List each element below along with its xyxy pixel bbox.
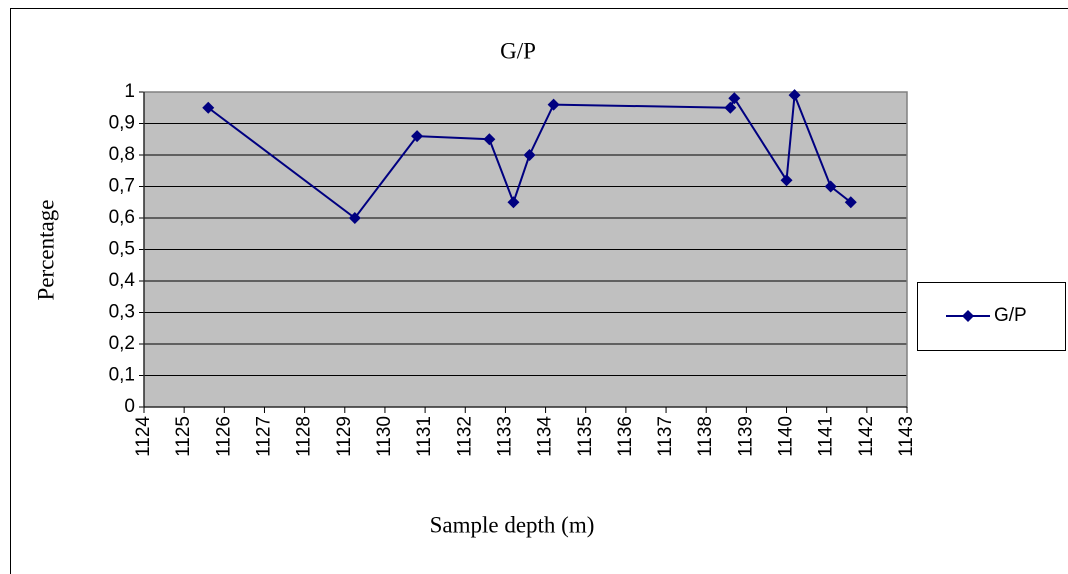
data-point [788, 89, 801, 102]
x-tick-label: 1138 [695, 416, 716, 457]
y-tick-label: 0,3 [109, 302, 135, 323]
y-tick-label: 0,2 [109, 333, 135, 354]
legend-box [917, 282, 1066, 351]
data-point [780, 174, 793, 187]
data-point [507, 196, 520, 209]
x-tick-label: 1136 [615, 416, 636, 457]
y-tick-label: 0,6 [109, 207, 135, 228]
legend-marker [962, 310, 974, 322]
data-point [724, 101, 737, 114]
y-tick-label: 0,5 [109, 239, 135, 260]
x-tick-label: 1139 [735, 416, 756, 457]
chart-title: G/P [500, 38, 536, 63]
data-point [483, 133, 496, 146]
x-tick-label: 1129 [334, 416, 355, 457]
x-tick-label: 1135 [575, 416, 596, 457]
x-tick-label: 1124 [133, 416, 154, 457]
data-point [348, 212, 361, 224]
x-axis-title: Sample depth (m) [430, 512, 595, 537]
x-tick-label: 1125 [173, 416, 194, 457]
y-tick-label: 0,7 [109, 176, 135, 197]
y-tick-label: 0,1 [109, 365, 135, 386]
x-tick-label: 1140 [776, 416, 797, 457]
x-tick-label: 1133 [494, 416, 515, 457]
x-tick-label: 1132 [454, 416, 475, 457]
x-tick-label: 1143 [896, 416, 917, 457]
x-tick-label: 1142 [856, 416, 877, 457]
x-tick-label: 1126 [213, 416, 234, 457]
x-tick-label: 1130 [374, 416, 395, 457]
data-point [844, 196, 857, 209]
y-tick-label: 0,9 [109, 113, 135, 134]
data-point [523, 149, 536, 161]
x-tick-label: 1131 [414, 416, 435, 457]
y-axis-title: Percentage [33, 200, 58, 301]
y-tick-label: 1 [124, 81, 135, 102]
x-tick-label: 1137 [655, 416, 676, 457]
data-point [728, 92, 741, 105]
data-point [202, 101, 215, 114]
data-point [824, 180, 837, 193]
y-tick-label: 0 [124, 396, 135, 417]
data-point [547, 98, 560, 111]
x-tick-label: 1128 [294, 416, 315, 457]
y-tick-label: 0,4 [109, 270, 136, 291]
x-tick-label: 1141 [816, 416, 837, 457]
x-tick-label: 1134 [535, 416, 556, 457]
x-tick-label: 1127 [253, 416, 274, 457]
data-point [411, 130, 424, 143]
legend-label: G/P [994, 305, 1027, 326]
y-tick-label: 0,8 [109, 144, 135, 165]
